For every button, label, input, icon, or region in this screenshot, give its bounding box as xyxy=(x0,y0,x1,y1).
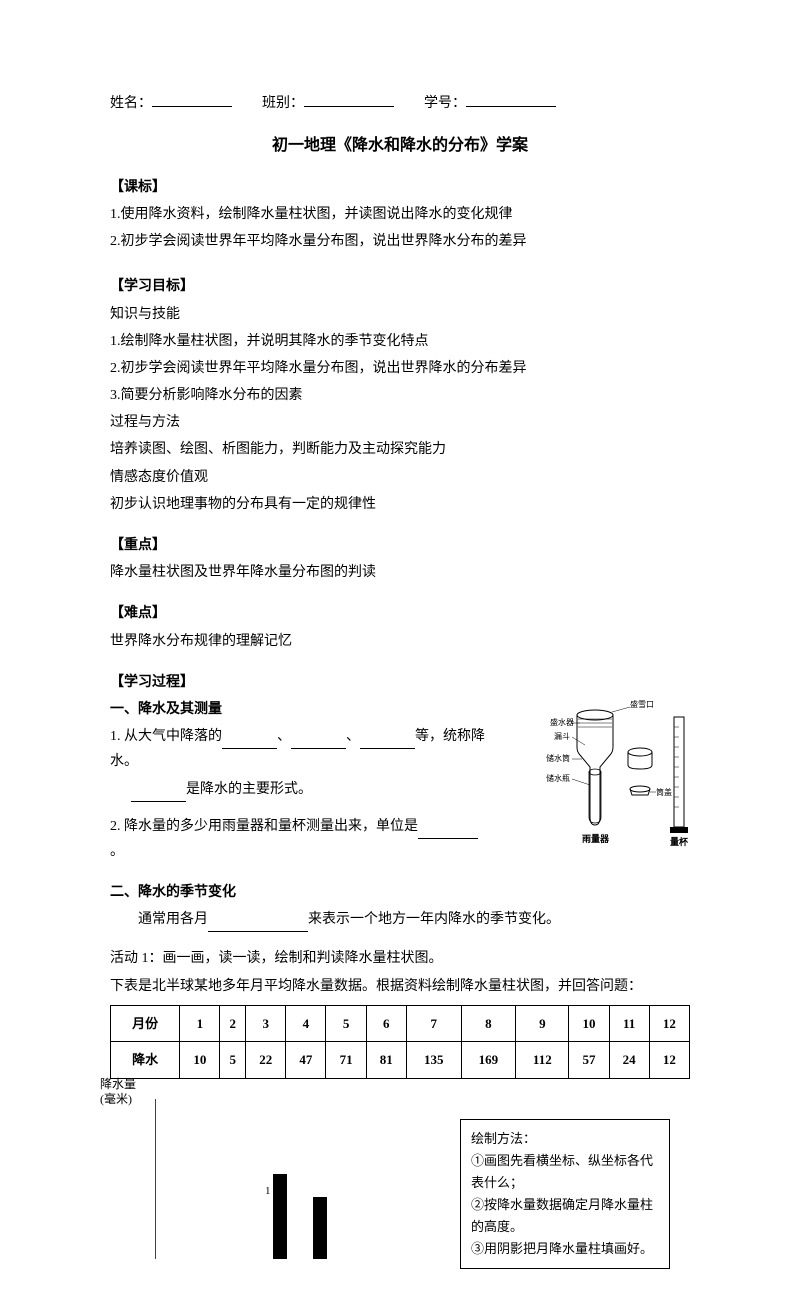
part1-2: 是降水的主要形式。 xyxy=(186,782,312,797)
header-fields: 姓名： 班别： 学号： xyxy=(110,90,690,116)
method-box: 绘制方法： ①画图先看横坐标、纵坐标各代表什么； ②按降水量数据确定月降水量柱的… xyxy=(460,1119,670,1270)
id-label: 学号： xyxy=(424,91,466,116)
activity-1: 活动 1：画一画，读一读，绘制和判读降水量柱状图。 xyxy=(110,946,690,971)
mubiao-sub1: 知识与技能 xyxy=(110,302,690,327)
class-blank[interactable] xyxy=(304,90,394,107)
page-title: 初一地理《降水和降水的分布》学案 xyxy=(110,132,690,161)
part1-3a: 2. 降水量的多少用雨量器和量杯测量出来，单位是 xyxy=(110,819,418,834)
class-label: 班别： xyxy=(262,91,304,116)
row1-label: 月份 xyxy=(111,1005,180,1041)
row2-label: 降水 xyxy=(111,1042,180,1078)
kebiao-item-2: 2.初步学会阅读世界年平均降水量分布图，说出世界降水分布的差异 xyxy=(110,229,690,254)
chart-bar-9 xyxy=(313,1197,327,1259)
name-label: 姓名： xyxy=(110,91,152,116)
nandian-1: 世界降水分布规律的理解记忆 xyxy=(110,629,690,654)
name-blank[interactable] xyxy=(152,90,232,107)
zhongdian-1: 降水量柱状图及世界年降水量分布图的判读 xyxy=(110,560,690,585)
chart-area: 降水量 (毫米) 200 150 100 xyxy=(110,1099,690,1270)
page-number: 1 xyxy=(265,1185,271,1197)
section-nandian-head: 【难点】 xyxy=(110,601,690,626)
diagram-label-l5: 储水瓶 xyxy=(546,773,570,783)
part1-head: 一、降水及其测量 xyxy=(110,697,490,722)
mubiao-1: 1.绘制降水量柱状图，并说明其降水的季节变化特点 xyxy=(110,329,690,354)
section-zhongdian-head: 【重点】 xyxy=(110,533,690,558)
part1-line3: 2. 降水量的多少用雨量器和量杯测量出来，单位是。 xyxy=(110,814,490,864)
kebiao-item-1: 1.使用降水资料，绘制降水量柱状图，并读图说出降水的变化规律 xyxy=(110,202,690,227)
mubiao-sub3: 情感态度价值观 xyxy=(110,465,690,490)
diagram-label-l7: 雨量器 xyxy=(582,833,610,844)
id-blank[interactable] xyxy=(466,90,556,107)
blank-rain2[interactable] xyxy=(291,733,346,750)
blank-main-form[interactable] xyxy=(131,785,186,802)
part2-1b: 来表示一个地方一年内降水的季节变化。 xyxy=(308,912,560,927)
diagram-label-l6: 筒盖 xyxy=(656,787,672,797)
diagram-label-l8: 量杯 xyxy=(670,836,689,847)
part2-1a: 通常用各月 xyxy=(138,912,208,927)
method-title: 绘制方法： xyxy=(471,1128,659,1150)
part1-3b: 。 xyxy=(110,844,124,859)
part2-head: 二、降水的季节变化 xyxy=(110,880,690,905)
blank-rain1[interactable] xyxy=(222,733,277,750)
part1-1a: 1. 从大气中降落的 xyxy=(110,729,222,744)
part1-line1: 1. 从大气中降落的、、等，统称降水。 xyxy=(110,724,490,774)
diagram-label-l3: 漏斗 xyxy=(554,731,570,741)
precipitation-chart: 降水量 (毫米) 200 150 100 xyxy=(110,1099,430,1259)
method-step2: ②按降水量数据确定月降水量柱的高度。 xyxy=(471,1194,659,1238)
precipitation-table: 月份 1 2 3 4 5 6 7 8 9 10 11 12 降水 10 5 22… xyxy=(110,1005,690,1079)
blank-unit[interactable] xyxy=(418,822,478,839)
mubiao-sub2: 过程与方法 xyxy=(110,410,690,435)
chart-bar-7 xyxy=(273,1174,287,1259)
diagram-label-l4: 储水筒 xyxy=(546,753,570,763)
part2-line1: 通常用各月 来表示一个地方一年内降水的季节变化。 xyxy=(110,907,690,932)
method-step1: ①画图先看横坐标、纵坐标各代表什么； xyxy=(471,1150,659,1194)
table-row-values: 降水 10 5 22 47 71 81 135 169 112 57 24 12 xyxy=(111,1042,690,1078)
mubiao-2: 2.初步学会阅读世界年平均降水量分布图，说出世界降水的分布差异 xyxy=(110,356,690,381)
blank-rain3[interactable] xyxy=(360,733,415,750)
mubiao-3: 3.简要分析影响降水分布的因素 xyxy=(110,383,690,408)
blank-month[interactable] xyxy=(208,916,308,933)
sep1: 、 xyxy=(277,729,291,744)
diagram-label-l2: 盛水器 xyxy=(550,717,574,727)
sep2: 、 xyxy=(346,729,360,744)
part1-line2: 是降水的主要形式。 xyxy=(110,777,490,802)
mubiao-5: 初步认识地理事物的分布具有一定的规律性 xyxy=(110,492,690,517)
table-row-header: 月份 1 2 3 4 5 6 7 8 9 10 11 12 xyxy=(111,1005,690,1041)
rain-gauge-diagram: 盛水器 漏斗 储水筒 储水瓶 盛雪口 筒盖 xyxy=(500,697,690,847)
diagram-label-l1: 盛雪口 xyxy=(630,699,654,709)
mubiao-4: 培养读图、绘图、析图能力，判断能力及主动探究能力 xyxy=(110,437,690,462)
section-mubiao-head: 【学习目标】 xyxy=(110,274,690,299)
chart-ylabel: 降水量 (毫米) xyxy=(100,1077,136,1108)
method-step3: ③用阴影把月降水量柱填画好。 xyxy=(471,1238,659,1260)
activity-2: 下表是北半球某地多年月平均降水量数据。根据资料绘制降水量柱状图，并回答问题： xyxy=(110,974,690,999)
section-kebiao-head: 【课标】 xyxy=(110,175,690,200)
section-guocheng-head: 【学习过程】 xyxy=(110,670,690,695)
